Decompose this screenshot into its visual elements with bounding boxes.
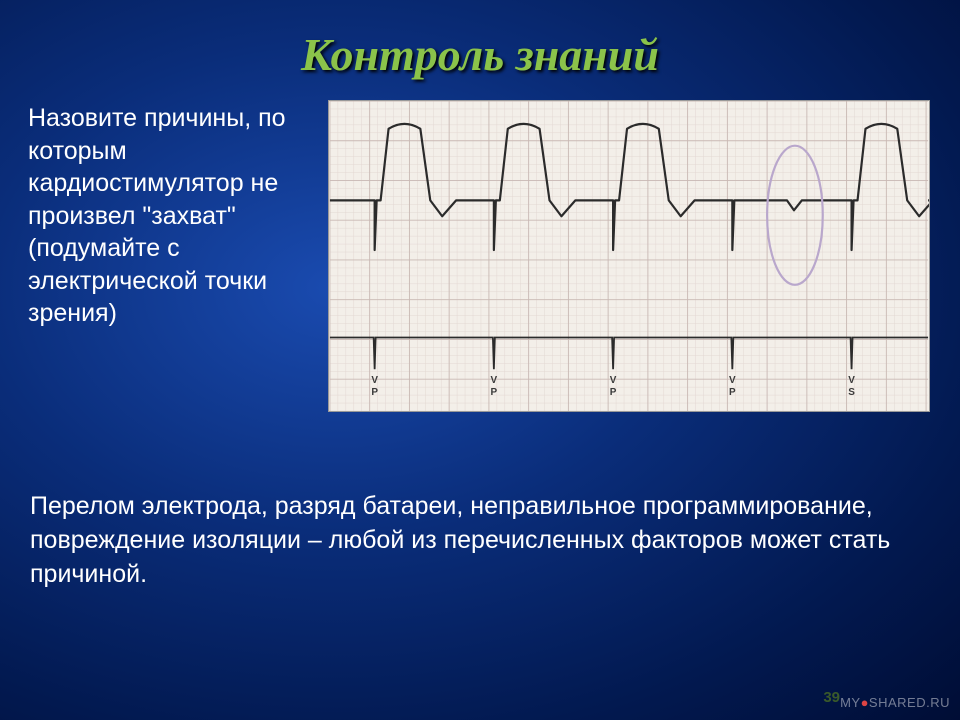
question-text: Назовите причины, по которым кардиостиму…	[28, 102, 318, 330]
svg-text:P: P	[610, 387, 617, 398]
watermark-suffix: .RU	[926, 695, 950, 710]
svg-text:V: V	[491, 375, 498, 386]
svg-text:P: P	[729, 387, 736, 398]
watermark: MY●SHARED.RU	[840, 695, 950, 710]
watermark-dot-icon: ●	[861, 695, 869, 710]
watermark-right: SHARED	[869, 695, 926, 710]
svg-text:P: P	[371, 387, 378, 398]
svg-text:V: V	[371, 375, 378, 386]
ecg-svg: VPVPVPVPVS	[329, 101, 929, 411]
answer-text: Перелом электрода, разряд батареи, непра…	[30, 490, 930, 591]
svg-text:S: S	[848, 387, 855, 398]
svg-text:V: V	[729, 375, 736, 386]
slide-title: Контроль знаний	[0, 0, 960, 81]
ecg-chart: VPVPVPVPVS	[328, 100, 930, 412]
slide-number: 39	[823, 689, 840, 706]
svg-text:P: P	[491, 387, 498, 398]
svg-text:V: V	[848, 375, 855, 386]
svg-text:V: V	[610, 375, 617, 386]
watermark-left: MY	[840, 695, 861, 710]
